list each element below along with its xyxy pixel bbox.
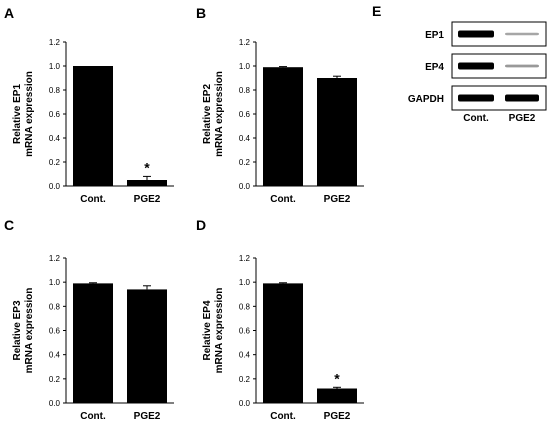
blot-lane-label: Cont. xyxy=(463,113,489,124)
x-tick-label: PGE2 xyxy=(324,194,351,205)
blot-row-ep1: EP1 xyxy=(425,21,547,47)
y-tick-label: 1.2 xyxy=(239,254,251,263)
y-tick-label: 0.0 xyxy=(49,182,61,191)
y-axis-label: Relative EP2 xyxy=(202,84,213,144)
blot-band xyxy=(458,62,494,70)
blot-row-label: EP1 xyxy=(425,30,444,41)
blot-row-gapdh: GAPDH xyxy=(408,85,547,111)
panel-letter-c: C xyxy=(4,217,14,233)
x-tick-label: PGE2 xyxy=(324,411,351,422)
y-axis-label: Relative EP4 xyxy=(202,300,213,360)
y-axis-label: mRNA expression xyxy=(214,71,225,157)
chart-d: 0.0 0.2 0.4 0.6 0.8 1.0 1.2 Relative EP4 mRNA ex… xyxy=(202,254,364,422)
x-tick-label: Cont. xyxy=(270,411,296,422)
y-tick-label: 0.8 xyxy=(49,86,61,95)
y-tick-label: 0.0 xyxy=(239,399,251,408)
blot-band xyxy=(505,64,539,68)
y-axis-label: mRNA expression xyxy=(214,288,225,374)
y-tick-label: 0.8 xyxy=(239,86,251,95)
bar-pge2 xyxy=(317,78,357,186)
y-tick-label: 0.2 xyxy=(49,375,61,384)
x-tick-label: Cont. xyxy=(80,411,106,422)
y-tick-label: 1.0 xyxy=(239,278,251,287)
x-tick-label: Cont. xyxy=(80,194,106,205)
y-tick-label: 1.2 xyxy=(49,254,61,263)
panel-letter-e: E xyxy=(372,3,381,19)
y-tick-label: 0.2 xyxy=(49,158,61,167)
significance-marker: * xyxy=(144,159,150,175)
blot-band xyxy=(505,32,539,36)
y-tick-label: 0.2 xyxy=(239,375,251,384)
x-tick-label: PGE2 xyxy=(134,411,161,422)
panel-letter-d: D xyxy=(196,217,206,233)
bar-cont xyxy=(263,67,303,186)
blot-band xyxy=(458,30,494,38)
y-tick-label: 1.0 xyxy=(49,62,61,71)
y-axis-label: mRNA expression xyxy=(24,288,35,374)
y-tick-label: 0.2 xyxy=(239,158,251,167)
chart-a: 0.0 0.2 0.4 0.6 0.8 1.0 1.2 Relative EP1 mRNA ex… xyxy=(12,38,174,205)
blot-lane-label: PGE2 xyxy=(509,113,536,124)
western-blot: EP1 EP4 GAPDH Cont. PGE2 xyxy=(408,21,547,124)
blot-row-label: EP4 xyxy=(425,62,444,73)
bar-cont xyxy=(73,283,113,403)
x-tick-label: PGE2 xyxy=(134,194,161,205)
y-tick-label: 0.0 xyxy=(239,182,251,191)
y-axis-label: Relative EP3 xyxy=(12,300,23,360)
y-tick-label: 0.0 xyxy=(49,399,61,408)
chart-b: 0.0 0.2 0.4 0.6 0.8 1.0 1.2 Relative EP2 mRNA ex… xyxy=(202,38,364,205)
bar-pge2 xyxy=(127,289,167,403)
y-axis-label: mRNA expression xyxy=(24,71,35,157)
blot-band xyxy=(458,94,494,102)
blot-row-ep4: EP4 xyxy=(425,53,547,79)
y-tick-label: 0.8 xyxy=(239,302,251,311)
y-tick-label: 0.6 xyxy=(49,327,61,336)
y-tick-label: 0.4 xyxy=(49,134,61,143)
y-tick-label: 0.6 xyxy=(49,110,61,119)
y-tick-label: 1.0 xyxy=(49,278,61,287)
y-tick-label: 0.6 xyxy=(239,327,251,336)
chart-c: 0.0 0.2 0.4 0.6 0.8 1.0 1.2 Relative EP3 mRNA ex… xyxy=(12,254,174,422)
significance-marker: * xyxy=(334,370,340,386)
bar-cont xyxy=(263,283,303,403)
x-tick-label: Cont. xyxy=(270,194,296,205)
panel-letter-a: A xyxy=(4,5,14,21)
y-tick-label: 1.0 xyxy=(239,62,251,71)
blot-row-label: GAPDH xyxy=(408,94,444,105)
y-tick-label: 1.2 xyxy=(49,38,61,47)
y-tick-label: 0.8 xyxy=(49,302,61,311)
bar-cont xyxy=(73,66,113,186)
blot-band xyxy=(505,94,539,102)
panel-letter-b: B xyxy=(196,5,206,21)
bar-pge2 xyxy=(127,180,167,186)
y-tick-label: 0.4 xyxy=(239,134,251,143)
y-tick-label: 1.2 xyxy=(239,38,251,47)
y-tick-label: 0.4 xyxy=(239,351,251,360)
bar-pge2 xyxy=(317,388,357,403)
y-tick-label: 0.6 xyxy=(239,110,251,119)
y-axis-label: Relative EP1 xyxy=(12,84,23,144)
y-tick-label: 0.4 xyxy=(49,351,61,360)
